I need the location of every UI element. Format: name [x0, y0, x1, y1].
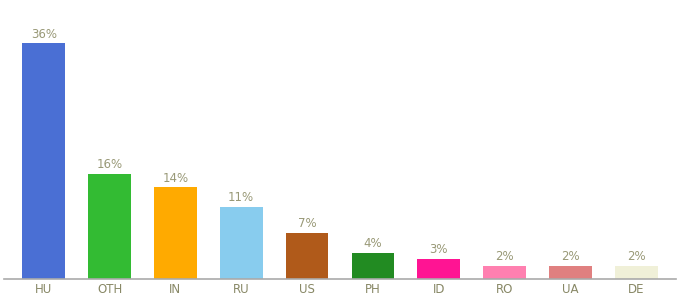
Bar	[220, 207, 262, 279]
Text: 36%: 36%	[31, 28, 56, 41]
Text: 2%: 2%	[627, 250, 645, 263]
Text: 16%: 16%	[97, 158, 122, 172]
Text: 2%: 2%	[495, 250, 514, 263]
Bar	[286, 233, 328, 279]
Bar	[352, 253, 394, 279]
Bar	[154, 187, 197, 279]
Bar	[418, 259, 460, 279]
Text: 14%: 14%	[163, 172, 188, 184]
Bar	[483, 266, 526, 279]
Text: 11%: 11%	[228, 191, 254, 204]
Bar	[549, 266, 592, 279]
Bar	[22, 44, 65, 279]
Text: 4%: 4%	[364, 237, 382, 250]
Text: 3%: 3%	[430, 243, 448, 256]
Bar	[615, 266, 658, 279]
Text: 7%: 7%	[298, 217, 316, 230]
Bar	[88, 174, 131, 279]
Text: 2%: 2%	[561, 250, 580, 263]
